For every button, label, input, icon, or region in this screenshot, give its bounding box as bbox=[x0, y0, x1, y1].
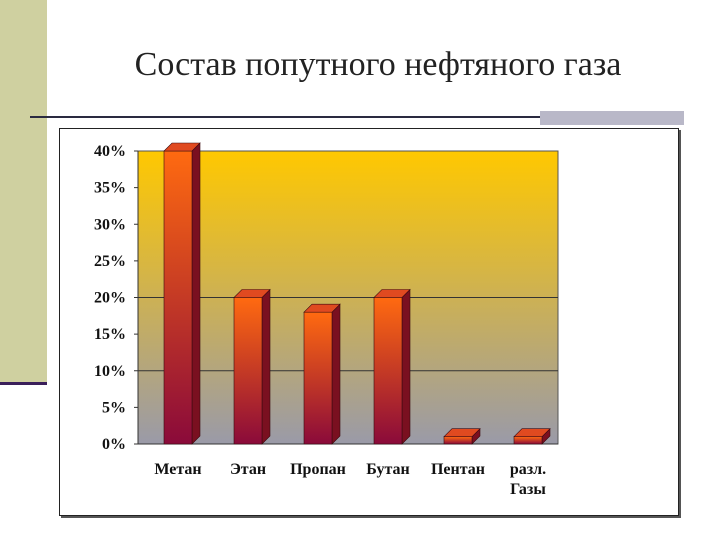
bar bbox=[513, 436, 543, 445]
side-decor-band bbox=[0, 0, 47, 382]
title-accent-bar bbox=[540, 111, 684, 125]
y-tick-label: 20% bbox=[94, 290, 126, 307]
y-tick-label: 15% bbox=[94, 326, 126, 343]
bar bbox=[233, 297, 263, 445]
y-tick-label: 30% bbox=[94, 216, 126, 233]
bar-side bbox=[191, 142, 201, 445]
bar bbox=[303, 311, 333, 445]
y-tick-label: 25% bbox=[94, 253, 126, 270]
bar-chart: 0% 5% 10% 15% 20% 25% 30% 35% 40% Метан Этан Пропан… bbox=[94, 142, 559, 498]
x-tick-label: Пентан bbox=[431, 461, 485, 478]
bar bbox=[373, 297, 403, 445]
bar-top bbox=[233, 289, 271, 298]
bar-top bbox=[373, 289, 411, 298]
x-tick-label: разл. bbox=[510, 461, 546, 478]
y-tick-label: 40% bbox=[94, 143, 126, 160]
bar-top bbox=[443, 428, 481, 437]
bar bbox=[163, 150, 193, 445]
bar-side bbox=[401, 288, 411, 445]
chart-container: 0% 5% 10% 15% 20% 25% 30% 35% 40% Метан Этан Пропан… bbox=[59, 128, 679, 516]
y-tick-label: 35% bbox=[94, 180, 126, 197]
title-underline bbox=[30, 116, 684, 118]
bar-side bbox=[261, 288, 271, 445]
x-tick-label: Пропан bbox=[290, 461, 346, 478]
y-tick-label: 10% bbox=[94, 363, 126, 380]
bar-side bbox=[331, 303, 341, 445]
bar bbox=[443, 436, 473, 445]
x-tick-label: Бутан bbox=[366, 461, 409, 478]
x-tick-label: Газы bbox=[510, 481, 546, 498]
bar-top bbox=[303, 303, 341, 313]
y-tick-label: 0% bbox=[102, 436, 126, 453]
bar-top bbox=[513, 428, 551, 437]
x-tick-label: Метан bbox=[154, 461, 201, 478]
y-tick-label: 5% bbox=[102, 399, 126, 416]
x-tick-label: Этан bbox=[230, 461, 266, 478]
side-decor-line bbox=[0, 382, 47, 385]
bar-top bbox=[163, 142, 201, 152]
slide-title: Состав попутного нефтяного газа bbox=[134, 46, 622, 83]
